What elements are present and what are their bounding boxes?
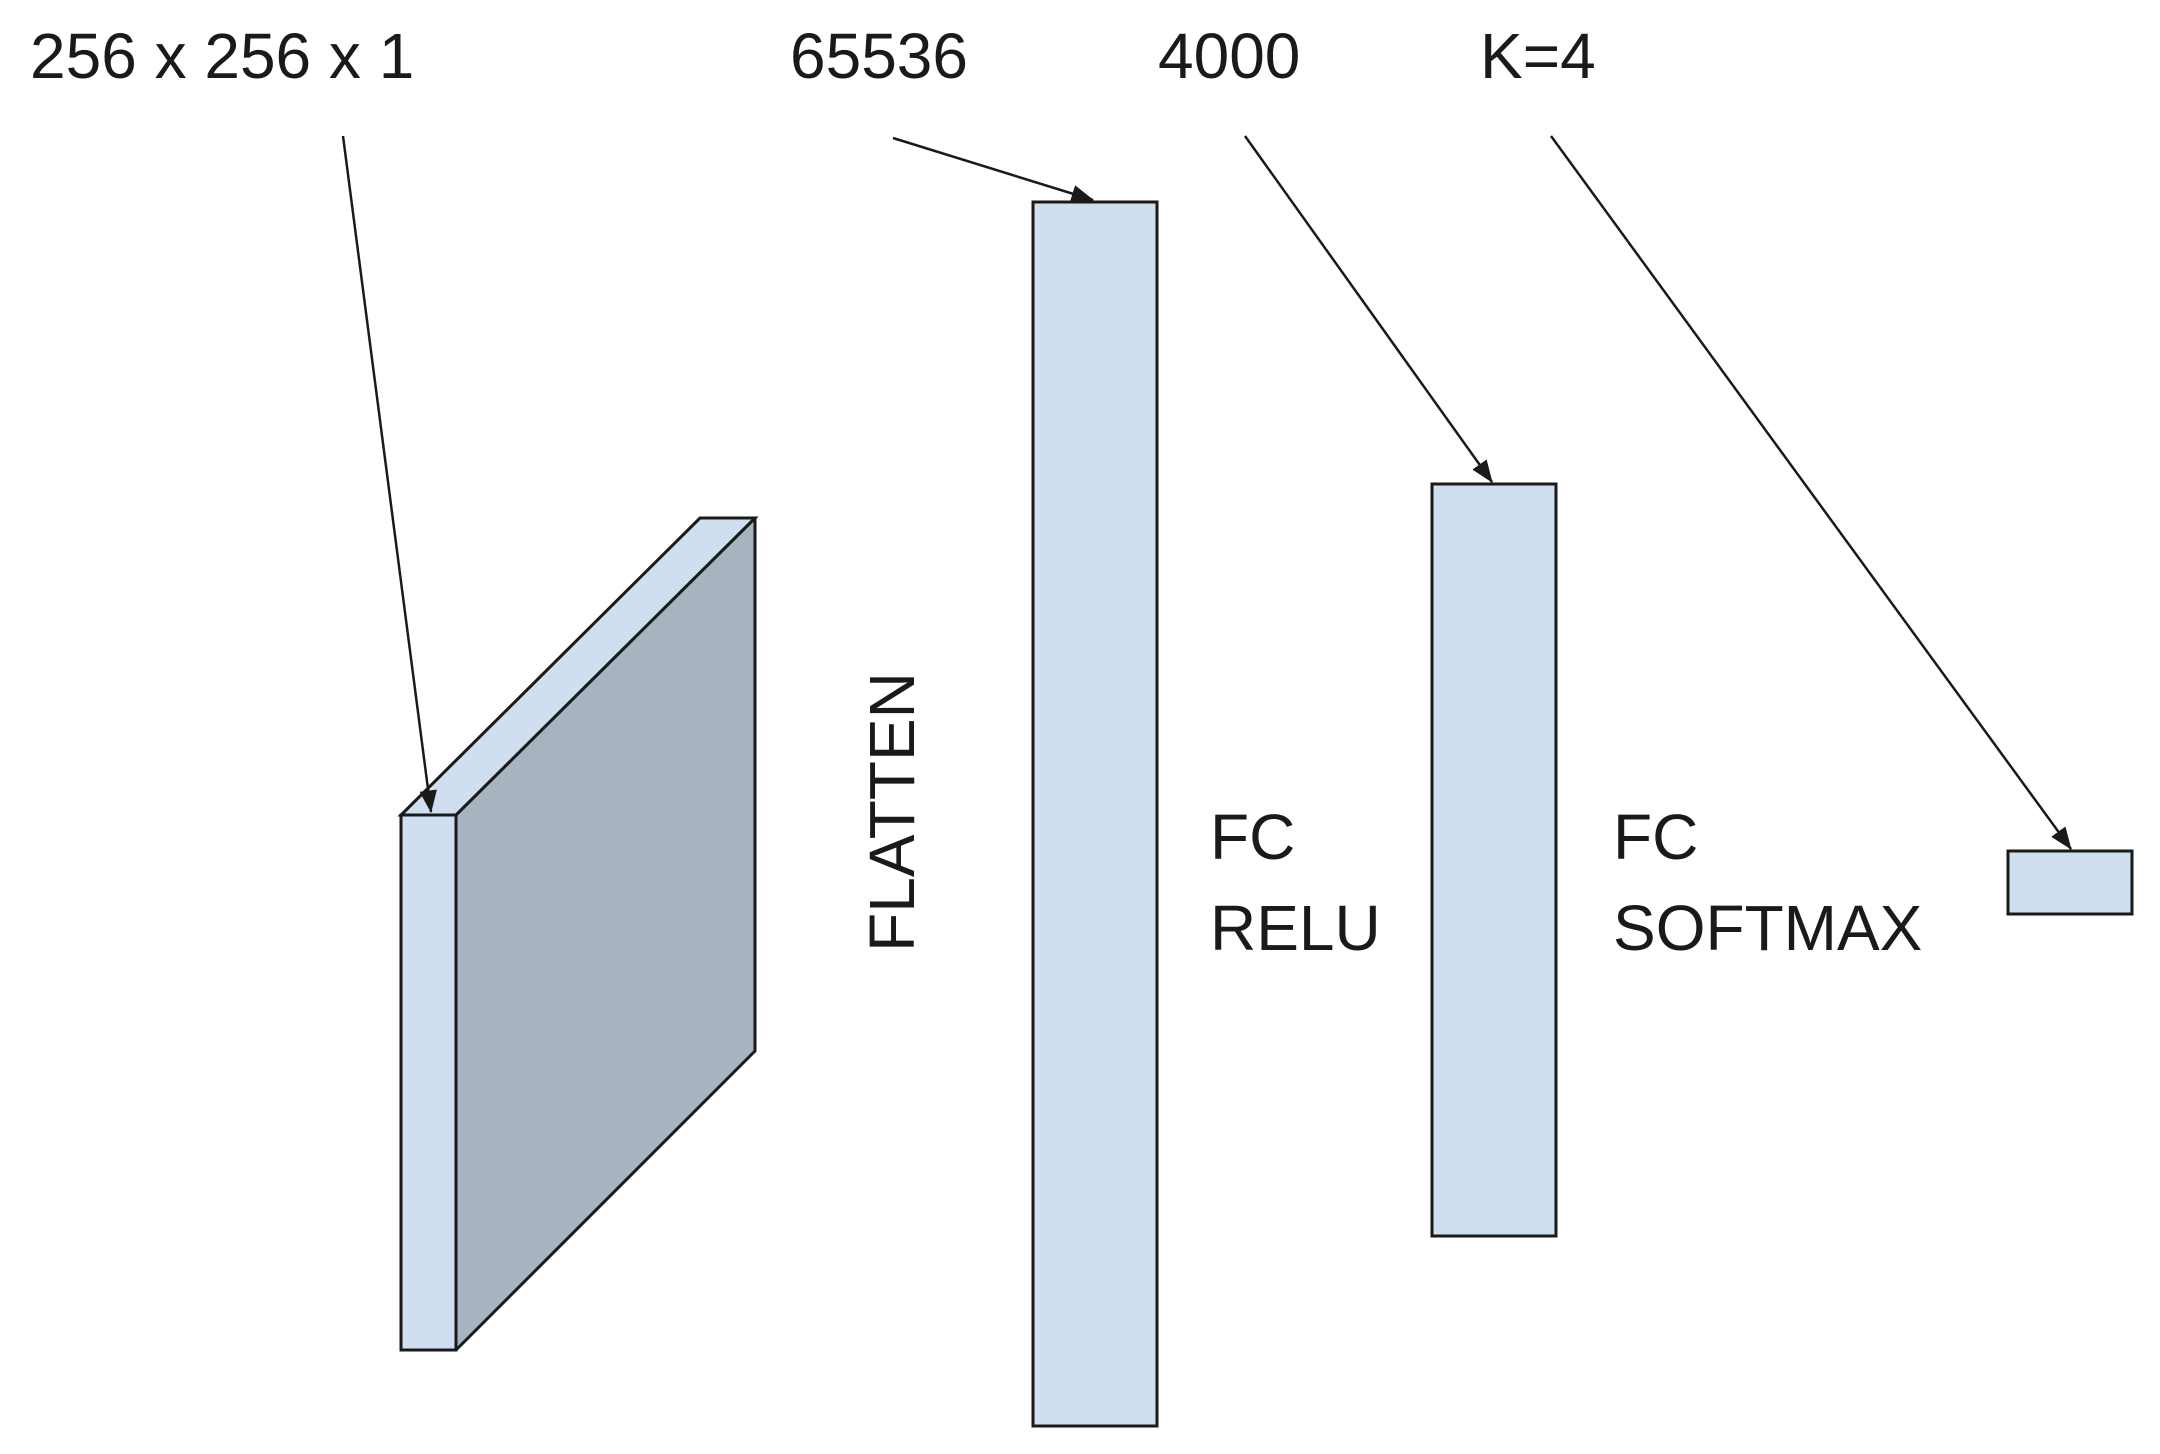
input-volume bbox=[397, 516, 759, 1352]
fc-relu-label-line1: FC bbox=[1210, 801, 1295, 873]
flatten-op-label: FLATTEN bbox=[856, 672, 928, 952]
hidden-fc-layer bbox=[1430, 482, 1558, 1238]
input-dims-label: 256 x 256 x 1 bbox=[30, 20, 414, 92]
output-dims-label: K=4 bbox=[1480, 20, 1596, 92]
flatten-dims-label: 65536 bbox=[790, 20, 968, 92]
arrow-output-dims bbox=[1549, 135, 2073, 850]
arrow-hidden-dims bbox=[1243, 135, 1494, 483]
flatten-layer bbox=[1031, 200, 1159, 1428]
fc-relu-label-line2: RELU bbox=[1210, 892, 1381, 964]
fc-softmax-label-line1: FC bbox=[1613, 801, 1698, 873]
input-volume-front bbox=[399, 813, 458, 1352]
arrow-input-dims bbox=[341, 135, 437, 813]
fc-softmax-label-line2: SOFTMAX bbox=[1613, 892, 1922, 964]
hidden-dims-label: 4000 bbox=[1158, 20, 1300, 92]
output-layer bbox=[2006, 849, 2134, 916]
arrow-flatten-dims bbox=[892, 136, 1094, 202]
